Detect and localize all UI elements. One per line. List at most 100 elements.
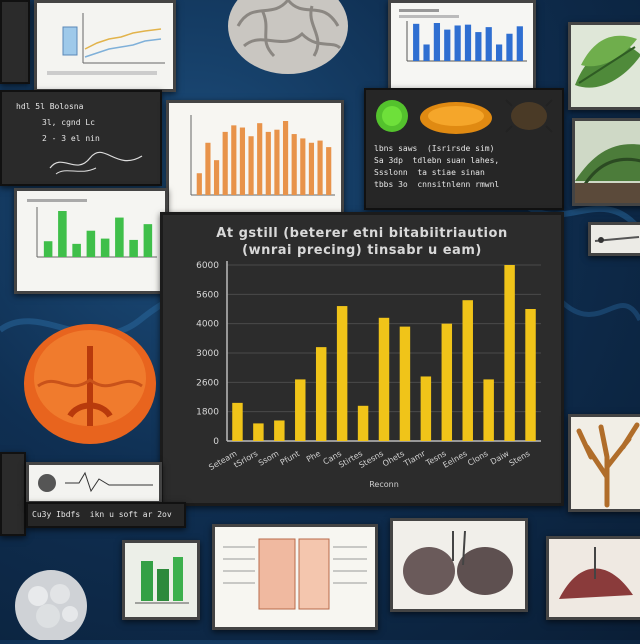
x-tick-label: Ohets [381,449,406,469]
beetle-icon [505,99,553,133]
chart-bar [315,347,327,441]
line-graph-thumbnail[interactable] [26,462,162,504]
x-tick-label: Daiw [489,449,511,467]
specimen-strip-icon [591,225,640,253]
specimen-thumbnail[interactable] [546,536,640,620]
notes-panel-top-center: lbns saws (Isrirsde sim) Sa 3dp tdlebn s… [364,88,564,210]
orange-chart-bar [239,127,246,195]
y-tick-label: 5600 [196,290,219,300]
handwritten-sketch [49,151,143,175]
blue-bar-chart-thumbnail[interactable] [388,0,536,92]
x-tick-label: Eelnes [441,449,468,470]
note-line: hdl 5l Bolosna [16,102,84,111]
green-bar-chart-thumbnail[interactable] [14,188,168,294]
brain-icon [222,0,354,78]
top-left-dark-panel [0,0,30,84]
coral-image[interactable] [568,414,640,512]
green-chart-bar [115,217,124,257]
note-line: Sa 3dp tdlebn suan lahes, [374,156,500,165]
orange-brain-icon [18,316,162,446]
orange-chart-bar [326,147,332,195]
orange-chart-bar [317,140,323,195]
green-chart-bar [58,211,67,257]
notes-panel-top-left: hdl 5l Bolosna 3l, cgnd Lc 2 - 3 el nin [0,90,162,186]
green-bar-chart-svg [17,191,165,291]
blue-chart-bar [423,44,430,61]
table-document-thumbnail[interactable] [212,524,378,630]
green-chart-bar [43,241,53,257]
chart-bar [295,379,306,441]
table-document-svg [215,527,375,627]
main-bar-chart-svg: 0180026003000400056006000SeteamtSrlorsSs… [196,261,541,489]
blue-chart-bar [506,33,513,61]
orange-chart-bar [282,121,289,195]
orange-chart-bar [274,129,280,195]
green-chart-bar [100,238,110,257]
green-cell-thumbnail[interactable] [122,540,200,620]
chart-bar [253,423,264,441]
orange-chart-bar [308,142,315,195]
chart-bar [483,379,494,441]
orange-chart-bar [265,131,271,195]
note-line: lbns saws (Isrirsde sim) [374,144,495,153]
y-tick-label: 0 [213,437,219,447]
orange-chart-bar [300,138,306,195]
y-tick-label: 2600 [196,378,219,388]
x-tick-label: Ssom [257,449,281,468]
orange-chart-bar [231,125,237,195]
blue-chart-bar [454,25,461,61]
orange-bar-chart-thumbnail[interactable] [166,100,344,216]
y-tick-label: 3000 [196,349,219,359]
chart-bar [462,300,473,441]
blue-chart-bar [413,23,420,61]
orange-chart-bar [196,173,202,195]
line-chart-thumbnail-svg [37,3,173,89]
notes-panel-bottom-left: Cu3y Ibdfs ikn u soft ar 2ov [26,502,186,528]
leaf-image[interactable] [568,22,640,110]
chart-bar [232,402,243,441]
blue-chart-bar [495,44,503,61]
x-tick-label: Phe [305,449,322,464]
chart-bar [274,420,285,441]
chart-bar [441,323,453,441]
chart-bar [378,317,390,441]
y-tick-label: 4000 [196,320,219,330]
leaf-icon [571,25,640,107]
stone-icon [8,566,94,642]
left-side-bar [0,452,26,536]
orange-bar-chart-svg [169,103,341,213]
orange-chart-bar [248,136,254,195]
blue-chart-bar [485,27,492,62]
note-line: tbbs 3o cnnsitnlenn rmwnl [374,180,500,189]
green-chart-bar [129,239,138,257]
orange-chart-bar [257,123,263,195]
y-tick-label: 1800 [196,408,219,418]
green-chart-bar [143,224,153,257]
chart-title-line1: At gstill (beterer etni bitabiitriaution [216,226,508,241]
fruit-icon [420,102,492,134]
x-axis-label: Reconn [369,480,399,489]
coral-icon [571,417,640,509]
ladybug-icon [376,100,408,132]
blue-chart-bar [433,23,441,61]
line-chart-thumbnail[interactable] [34,0,176,92]
anatomy-thumbnail[interactable] [390,518,528,612]
main-bar-chart-panel[interactable]: At gstill (beterer etni bitabiitriaution… [160,212,564,506]
chart-bar [504,265,515,441]
anatomy-icon [393,521,525,609]
chart-bar [357,405,369,441]
green-chart-bar [86,230,96,257]
right-strip-image[interactable] [588,222,640,256]
x-tick-label: Stens [508,449,532,468]
blue-chart-bar [444,29,451,61]
note-line: Cu3y Ibdfs ikn u soft ar 2ov [32,510,172,519]
blue-chart-bar [475,32,482,61]
plant-image[interactable] [572,118,640,206]
note-line: 3l, cgnd Lc [42,118,95,127]
chart-bar [336,306,348,441]
chart-title-line2: (wnrai precing) tinsabr u eam) [242,243,482,258]
green-cell-icon [125,543,197,617]
chart-bar [399,326,411,441]
chart-bar [525,309,536,441]
specimen-icon [549,539,640,617]
